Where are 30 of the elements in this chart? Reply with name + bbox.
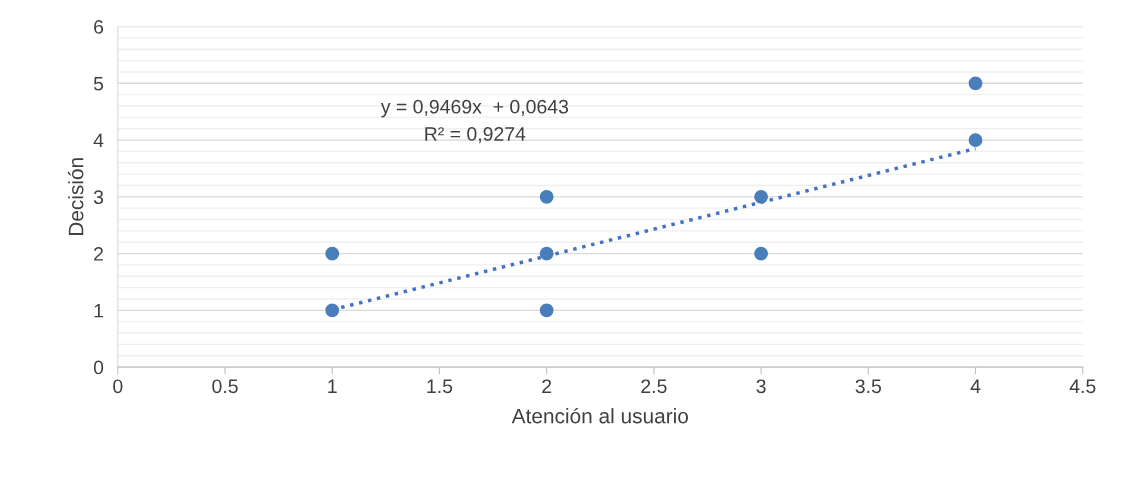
point — [539, 246, 554, 261]
x-tick-label: 0.5 — [212, 379, 238, 394]
x-tick-label: 1 — [328, 379, 337, 393]
y-tick-label: 5 — [93, 76, 104, 91]
x-tick-label: 4 — [970, 379, 981, 393]
annotation: y = 0,9469x + 0,0643 — [380, 99, 569, 118]
point — [539, 189, 554, 204]
point — [325, 246, 340, 261]
y-tick-label: 4 — [93, 133, 104, 148]
point — [968, 133, 983, 147]
y-tick-label: 6 — [94, 20, 104, 34]
y-tick-label: 2 — [94, 247, 103, 261]
x-tick-label: 2 — [542, 379, 552, 393]
x-tick-label: 1.5 — [427, 379, 453, 394]
y-tick-label: 1 — [94, 304, 103, 318]
point — [539, 303, 554, 318]
annotation: R² = 0,9274 — [425, 127, 526, 144]
point — [325, 303, 340, 318]
point — [754, 189, 768, 204]
x-tick-label: 3.5 — [855, 379, 881, 394]
x-tick-label: 0 — [113, 379, 123, 394]
point — [968, 76, 983, 91]
point — [754, 246, 768, 261]
y-tick-label: 0 — [93, 360, 104, 375]
x-axis-title: Atención al usuario — [511, 407, 688, 424]
x-tick-label: 4.5 — [1069, 379, 1096, 394]
x-tick-label: 3 — [756, 379, 766, 394]
x-tick-label: 2.5 — [641, 379, 667, 394]
y-axis-title: Decisión — [67, 158, 84, 236]
y-tick-label: 3 — [93, 190, 104, 205]
